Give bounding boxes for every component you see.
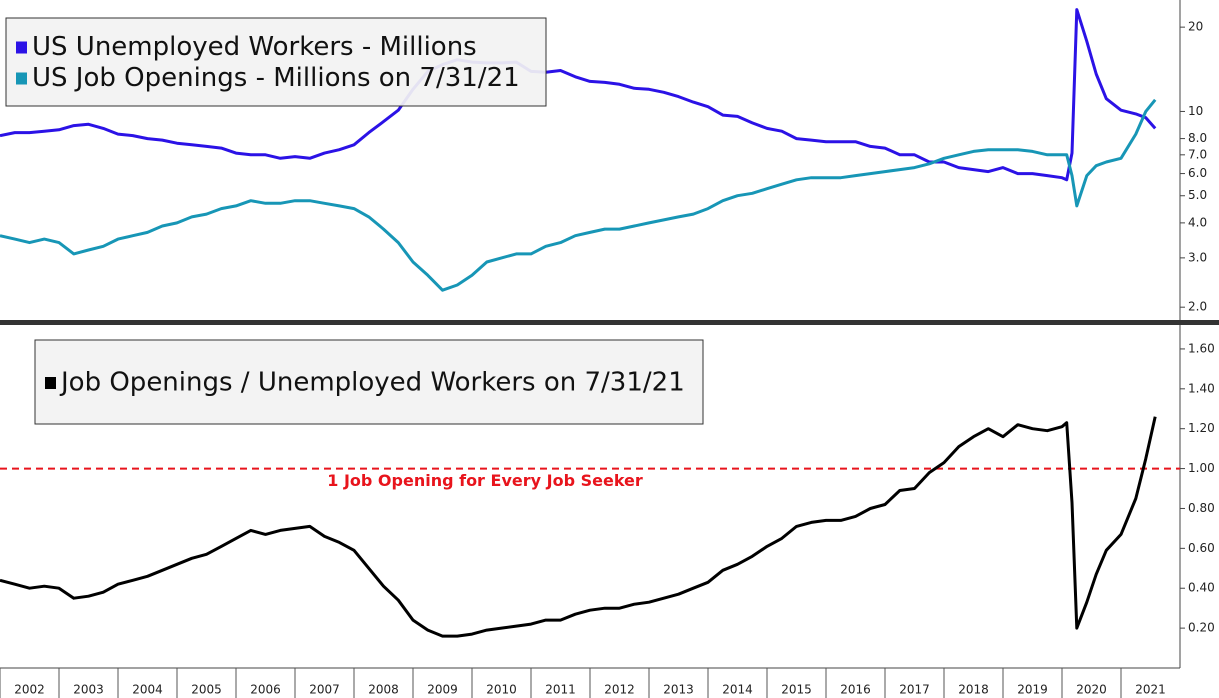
- x-tick-label: 2010: [486, 683, 517, 697]
- series-line: [0, 416, 1157, 638]
- legend-label: Job Openings / Unemployed Workers on 7/3…: [59, 368, 685, 398]
- y-tick-label: 8.0: [1188, 131, 1207, 145]
- x-tick-label: 2012: [604, 683, 635, 697]
- y-tick-label: 1.40: [1188, 381, 1215, 395]
- series-line: [0, 8, 1157, 182]
- y-tick-label: 10: [1188, 104, 1203, 118]
- panel-divider: [0, 320, 1219, 325]
- x-tick-label: 2003: [73, 683, 104, 697]
- legend-label: US Job Openings - Millions on 7/31/21: [32, 63, 520, 93]
- x-tick-label: 2007: [309, 683, 340, 697]
- reference-label: 1 Job Opening for Every Job Seeker: [327, 471, 643, 490]
- series-line: [0, 98, 1157, 292]
- y-tick-label: 1.00: [1188, 461, 1215, 475]
- x-tick-label: 2020: [1076, 683, 1107, 697]
- x-tick-label: 2019: [1017, 683, 1048, 697]
- y-tick-label: 1.60: [1188, 341, 1215, 355]
- x-tick-label: 2009: [427, 683, 458, 697]
- y-tick-label: 20: [1188, 20, 1203, 34]
- x-tick-label: 2021: [1135, 683, 1166, 697]
- y-tick-label: 1.20: [1188, 421, 1215, 435]
- y-tick-label: 0.40: [1188, 581, 1215, 595]
- legend: Job Openings / Unemployed Workers on 7/3…: [34, 339, 704, 425]
- y-tick-label: 3.0: [1188, 250, 1207, 264]
- legend-box: [34, 339, 704, 425]
- x-tick-label: 2011: [545, 683, 576, 697]
- x-tick-label: 2002: [14, 683, 45, 697]
- x-tick-label: 2005: [191, 683, 222, 697]
- x-tick-label: 2008: [368, 683, 399, 697]
- y-tick-label: 7.0: [1188, 147, 1207, 161]
- x-tick-label: 2016: [840, 683, 871, 697]
- x-tick-label: 2018: [958, 683, 989, 697]
- legend-swatch: [16, 41, 27, 54]
- y-tick-label: 0.60: [1188, 541, 1215, 555]
- y-tick-label: 5.0: [1188, 188, 1207, 202]
- x-tick-label: 2017: [899, 683, 930, 697]
- y-tick-label: 4.0: [1188, 215, 1207, 229]
- y-tick-label: 0.80: [1188, 501, 1215, 515]
- y-tick-label: 2.0: [1188, 300, 1207, 314]
- x-tick-label: 2006: [250, 683, 281, 697]
- y-tick-label: 6.0: [1188, 166, 1207, 180]
- x-tick-label: 2015: [781, 683, 812, 697]
- x-tick-label: 2014: [722, 683, 753, 697]
- legend-swatch: [45, 377, 56, 389]
- x-tick-label: 2004: [132, 683, 163, 697]
- x-tick-label: 2013: [663, 683, 694, 697]
- legend-label: US Unemployed Workers - Millions: [32, 32, 477, 62]
- legend-swatch: [16, 72, 27, 85]
- y-tick-label: 0.20: [1188, 621, 1215, 635]
- legend-box: [5, 17, 547, 107]
